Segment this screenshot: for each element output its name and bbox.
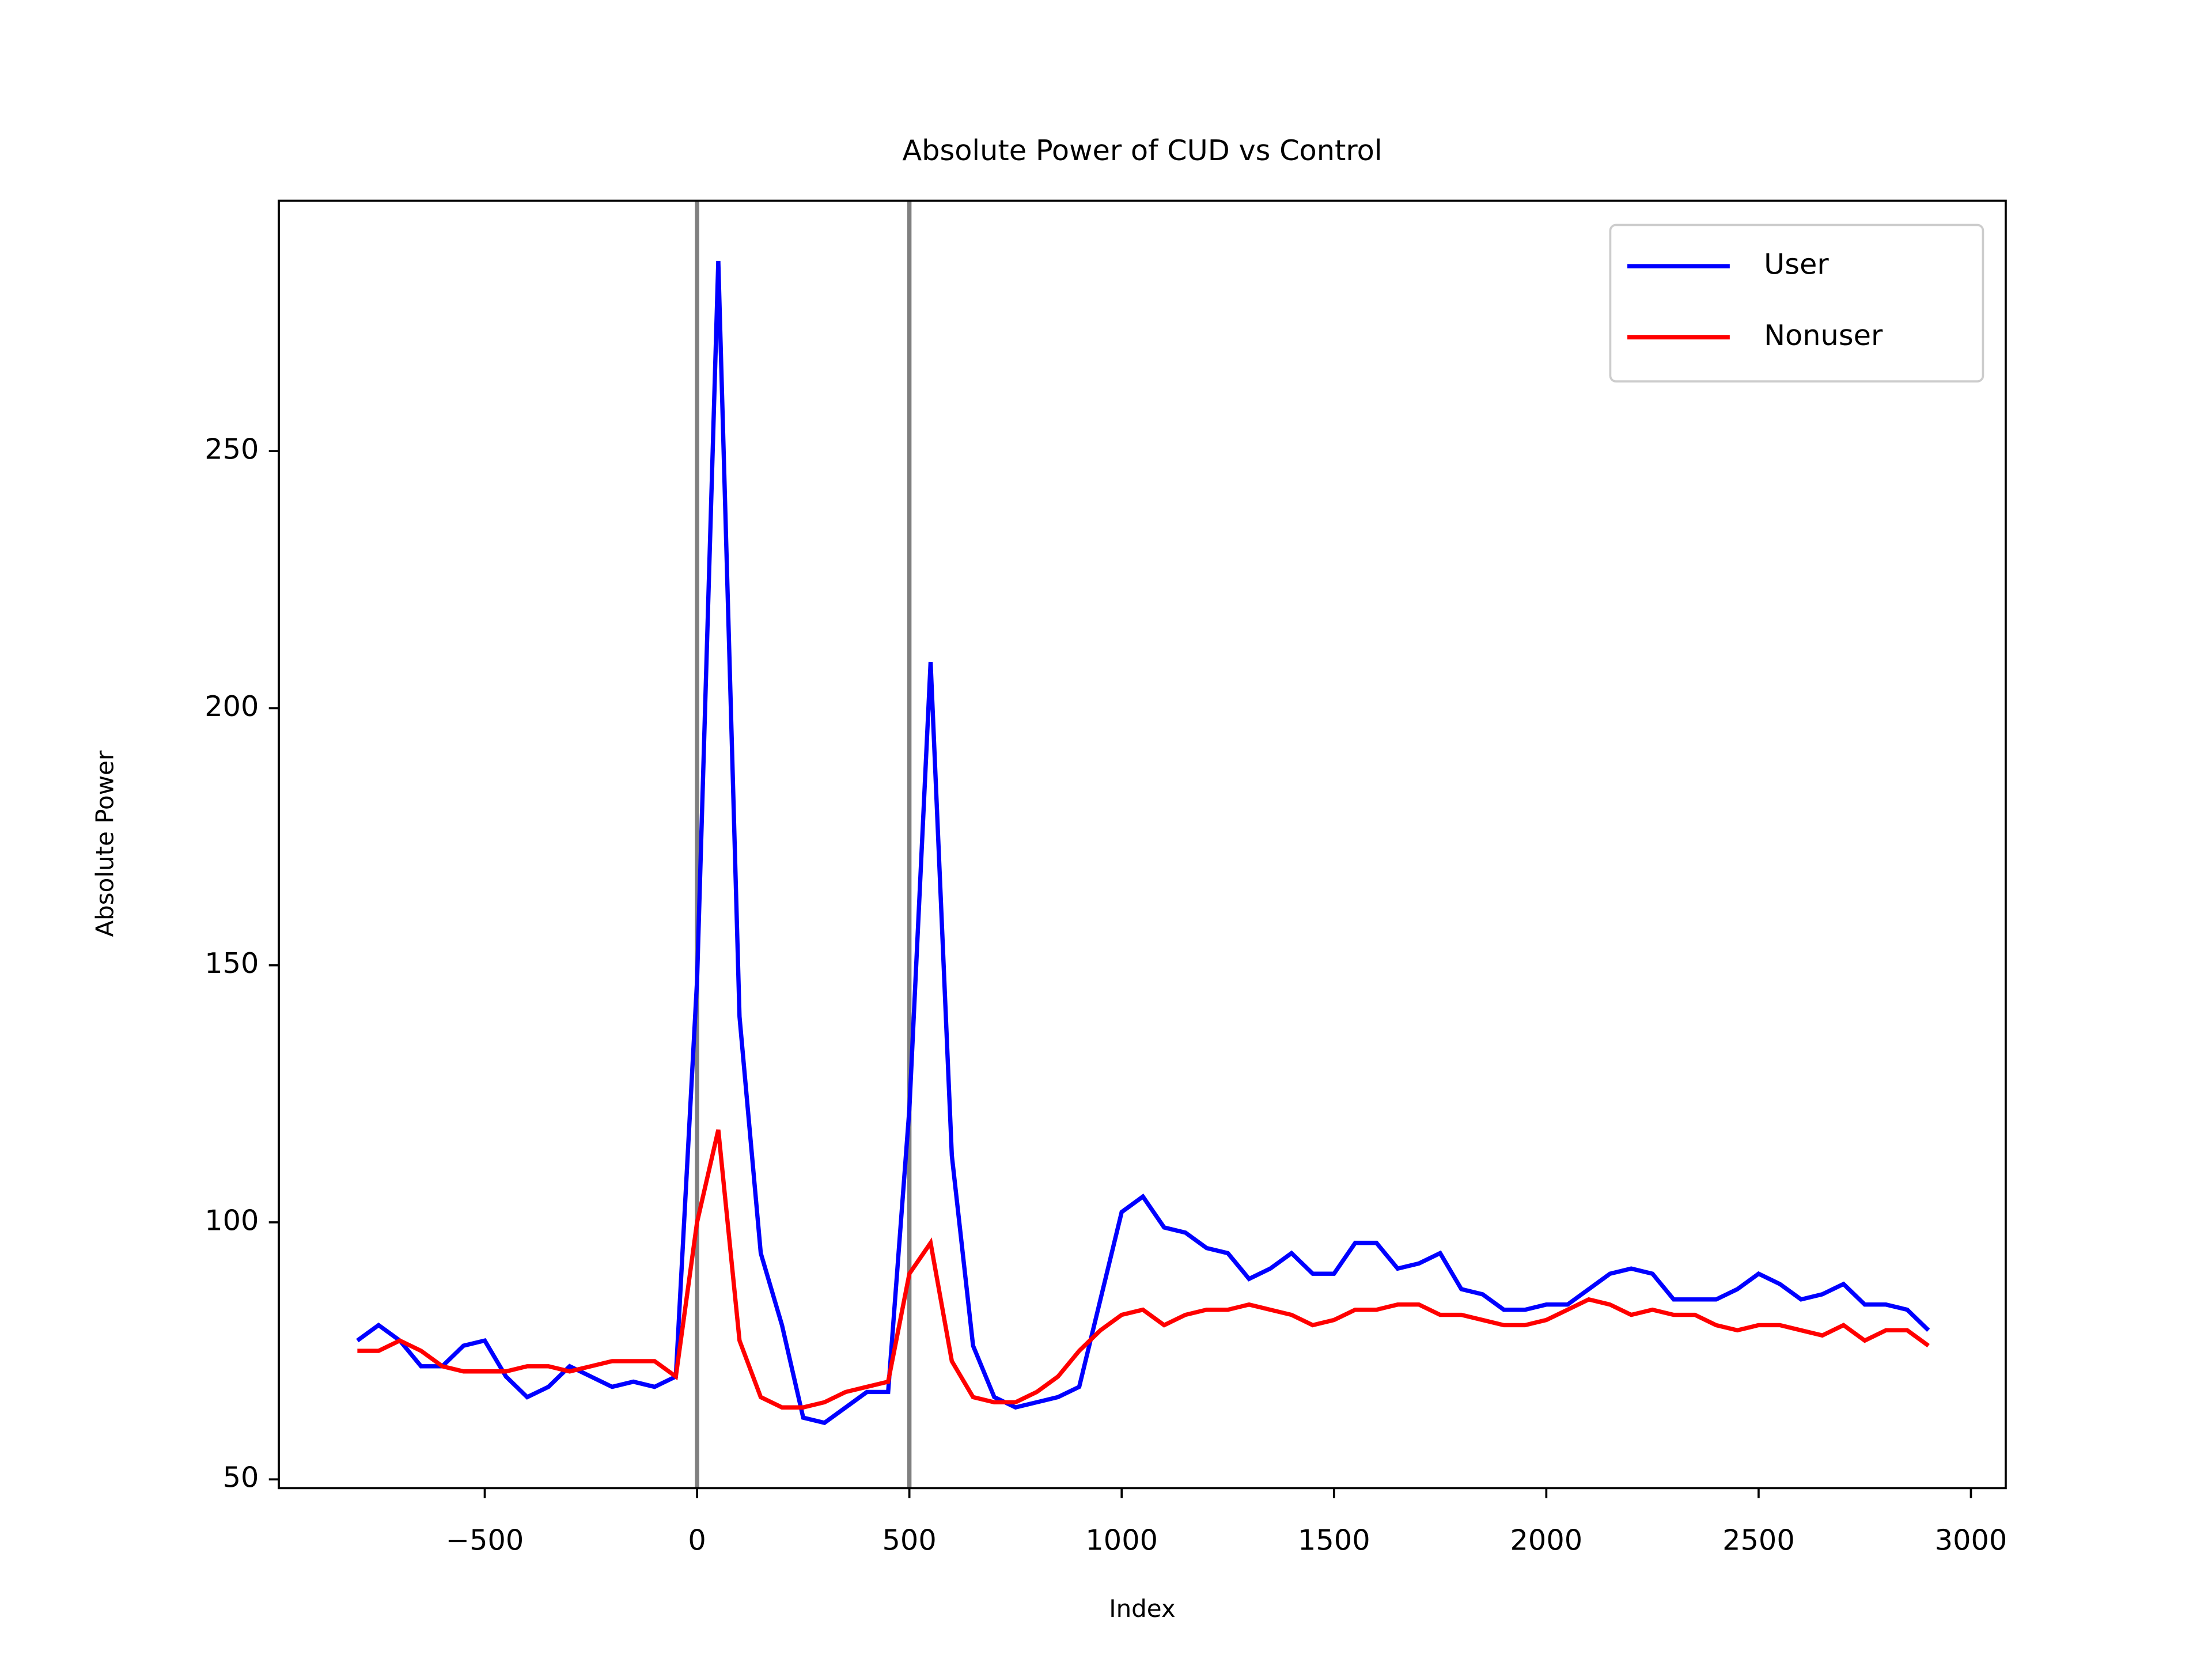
- chart-title: Absolute Power of CUD vs Control: [902, 134, 1382, 167]
- line-series: [356, 260, 1930, 1426]
- legend-label: User: [1764, 248, 1829, 281]
- y-tick-label: 50: [223, 1461, 259, 1494]
- x-tick-label: 3000: [1935, 1524, 2008, 1557]
- x-tick-label: 500: [882, 1524, 937, 1557]
- y-tick-label: 150: [204, 946, 259, 980]
- y-tick-label: 200: [204, 690, 259, 723]
- y-axis-label: Absolute Power: [91, 750, 119, 937]
- x-axis-label: Index: [1109, 1594, 1176, 1623]
- x-tick-label: −500: [446, 1524, 524, 1557]
- x-tick-label: 2500: [1722, 1524, 1795, 1557]
- x-tick-label: 0: [688, 1524, 706, 1557]
- x-tick-label: 2000: [1510, 1524, 1583, 1557]
- x-tick-label: 1000: [1085, 1524, 1158, 1557]
- plot-frame: [278, 199, 2007, 1490]
- line-series: [357, 1129, 1930, 1410]
- y-tick-label: 100: [204, 1203, 259, 1237]
- x-tick-label: 1500: [1298, 1524, 1370, 1557]
- y-tick-label: 250: [204, 433, 259, 466]
- legend-label: Nonuser: [1764, 319, 1883, 352]
